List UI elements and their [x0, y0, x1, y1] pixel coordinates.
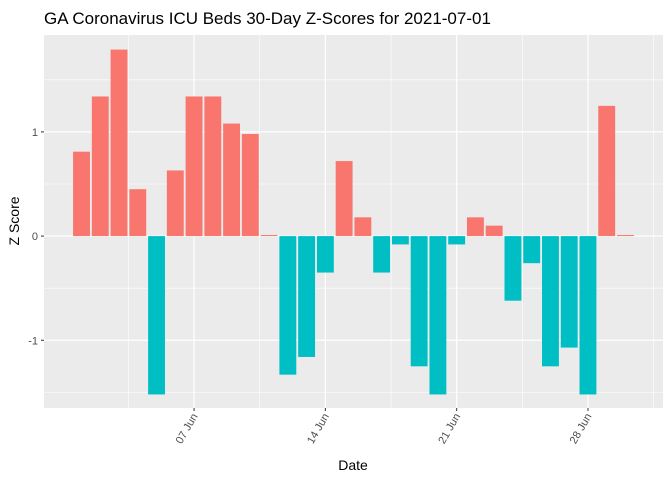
bar	[579, 236, 597, 395]
x-axis-title: Date	[338, 457, 368, 473]
bar	[354, 217, 372, 237]
x-tick-label: 14 Jun	[305, 412, 332, 447]
chart-title: GA Coronavirus ICU Beds 30-Day Z-Scores …	[44, 9, 491, 28]
bar	[204, 96, 222, 237]
bar	[166, 170, 184, 237]
bar	[185, 96, 203, 237]
bar	[485, 225, 503, 237]
bars	[73, 49, 634, 395]
x-axis-ticks: 07 Jun 14 Jun 21 Jun 28 Jun	[174, 408, 595, 446]
y-tick-label: 0	[32, 231, 38, 243]
y-axis-title: Z Score	[6, 196, 22, 245]
bar	[466, 217, 484, 237]
bar	[429, 236, 447, 395]
bar	[279, 236, 297, 375]
y-axis-ticks: -1 0 1	[28, 127, 44, 347]
minor-gridlines	[44, 35, 663, 408]
bar	[617, 235, 634, 237]
bar	[335, 161, 353, 237]
bar	[241, 133, 259, 237]
bar	[448, 236, 466, 245]
major-gridlines	[44, 35, 663, 408]
x-tick-label: 28 Jun	[568, 412, 595, 447]
bar	[260, 235, 278, 237]
bar	[504, 236, 522, 301]
bar	[223, 123, 241, 237]
bar	[91, 96, 109, 237]
y-tick-label: -1	[28, 335, 38, 347]
bar	[523, 236, 541, 264]
bar	[391, 236, 409, 245]
bar	[110, 49, 128, 237]
bar	[129, 189, 147, 237]
plot-panel	[44, 35, 663, 408]
bar	[148, 236, 165, 395]
bar	[598, 105, 616, 237]
bar	[410, 236, 428, 367]
y-tick-label: 1	[32, 127, 38, 139]
bar	[542, 236, 559, 367]
bar	[560, 236, 578, 348]
bar	[316, 236, 334, 273]
bar	[373, 236, 391, 273]
x-tick-label: 21 Jun	[436, 412, 463, 447]
x-tick-label: 07 Jun	[174, 412, 201, 447]
bar	[73, 151, 90, 237]
bar	[298, 236, 316, 357]
